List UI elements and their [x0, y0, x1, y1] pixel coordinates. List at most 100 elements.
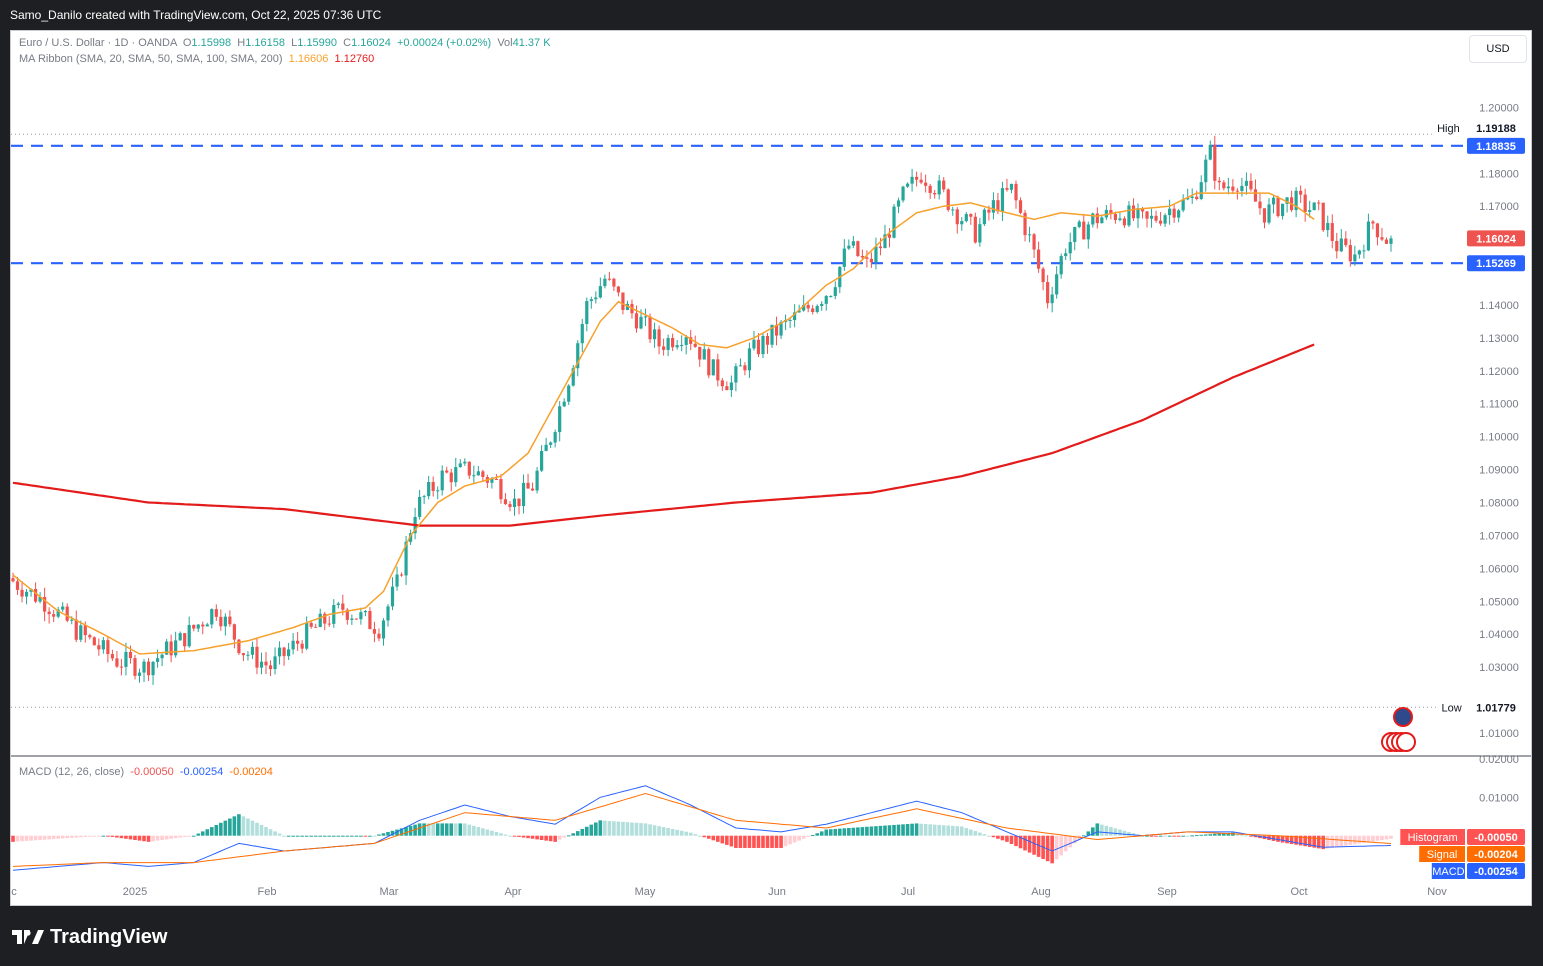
macd-histogram-bar: [539, 835, 544, 840]
candle-body: [549, 442, 553, 445]
candle-body: [503, 499, 508, 505]
macd-histogram-bar: [110, 835, 115, 837]
candle-body: [1335, 240, 1339, 252]
macd-histogram-bar: [747, 835, 752, 848]
candle-body: [223, 616, 227, 627]
macd-badge-label: MACD: [1432, 866, 1464, 878]
macd-histogram-bar: [368, 835, 372, 837]
macd-histogram-bar: [1375, 835, 1380, 841]
candle-body: [110, 654, 114, 659]
macd-histogram-bar: [792, 835, 797, 843]
currency-button[interactable]: USD: [1469, 35, 1527, 63]
macd-histogram-bar: [1334, 835, 1339, 848]
macd-histogram-bar: [1005, 835, 1009, 842]
candle-body: [151, 661, 155, 676]
candle-body: [1330, 223, 1334, 241]
candle-body: [960, 221, 964, 225]
macd-value-1: -0.00050: [130, 766, 174, 778]
macd-histogram-bar: [946, 825, 951, 836]
candle-body: [1082, 221, 1086, 240]
macd-histogram-bar: [670, 828, 675, 836]
macd-histogram-bar: [729, 835, 734, 847]
macd-histogram-bar: [548, 835, 553, 842]
candle-body: [422, 496, 426, 498]
x-axis-label: Apr: [504, 886, 521, 898]
signal-badge-value: -0.00204: [1474, 849, 1518, 861]
macd-histogram-bar: [1303, 835, 1307, 847]
macd-histogram-bar: [910, 823, 914, 836]
candle-body: [1235, 190, 1239, 192]
candle-body: [526, 482, 530, 489]
candle-body: [616, 286, 621, 293]
candle-body: [982, 209, 986, 225]
candle-body: [1059, 256, 1063, 275]
macd-histogram-bar: [381, 833, 386, 836]
candle-body: [404, 541, 408, 576]
macd-histogram-bar: [490, 830, 494, 836]
high-value: 1.16158: [245, 37, 286, 49]
candle-body: [436, 490, 440, 492]
macd-histogram-bar: [24, 835, 29, 841]
macd-label: MACD (12, 26, close): [19, 766, 125, 778]
macd-histogram-bar: [566, 835, 571, 837]
candle-body: [124, 651, 128, 667]
candle-body: [205, 624, 209, 627]
macd-histogram-bar: [1294, 835, 1298, 845]
macd-histogram-bar: [1145, 835, 1149, 837]
y-tick-label: 1.03000: [1479, 662, 1519, 674]
candle-body: [802, 304, 806, 311]
macd-histogram-bar: [883, 825, 887, 836]
macd-histogram-bar: [1163, 835, 1167, 837]
candle-body: [499, 479, 503, 500]
macd-histogram-bar: [937, 824, 941, 836]
macd-histogram-bar: [661, 827, 666, 836]
macd-histogram-bar: [1325, 835, 1330, 849]
candle-body: [607, 278, 611, 280]
y-tick-label: 1.07000: [1479, 530, 1519, 542]
y-tick-label: 1.08000: [1479, 498, 1519, 510]
candle-body: [734, 366, 738, 383]
macd-histogram-bar: [336, 835, 341, 837]
macd-histogram-bar: [47, 835, 51, 840]
candle-body: [381, 620, 386, 639]
candle-body: [1267, 204, 1271, 223]
candle-body: [562, 401, 566, 407]
macd-histogram-bar: [847, 828, 851, 836]
macd-histogram-bar: [1167, 835, 1172, 837]
macd-histogram-bar: [395, 829, 399, 836]
macd-histogram-bar: [892, 824, 896, 836]
macd-histogram-bar: [1203, 834, 1208, 836]
macd-histogram-bar: [612, 821, 616, 836]
macd-histogram-bar: [706, 835, 711, 839]
candle-body: [88, 635, 92, 638]
candle-body: [544, 444, 548, 452]
chart-frame[interactable]: 1.20000 1.18000 1.17000 1.14000 1.13000 1.120…: [10, 30, 1532, 906]
candle-body: [530, 488, 535, 491]
macd-histogram-bar: [42, 835, 47, 840]
macd-histogram-bar: [78, 835, 83, 838]
y-tick-label: 1.04000: [1479, 629, 1519, 641]
candle-body: [1380, 237, 1384, 240]
chart-canvas[interactable]: 1.20000 1.18000 1.17000 1.14000 1.13000 1.120…: [11, 31, 1531, 905]
macd-histogram-bar: [643, 823, 648, 836]
candle-body: [553, 432, 557, 443]
candle-body: [1276, 197, 1280, 217]
macd-histogram-bar: [399, 828, 404, 836]
macd-histogram-bar: [237, 814, 241, 836]
candle-body: [196, 624, 200, 629]
macd-histogram-bar: [887, 825, 892, 836]
macd-histogram-bar: [463, 823, 467, 836]
candle-body: [793, 312, 797, 321]
x-axis-label: Aug: [1031, 886, 1051, 898]
y-tick-label: 1.10000: [1479, 432, 1519, 444]
macd-histogram-bar: [1176, 835, 1181, 837]
candle-body: [942, 180, 946, 190]
macd-histogram-bar: [1009, 835, 1014, 844]
candle-body: [70, 619, 74, 621]
candle-body: [1113, 213, 1117, 221]
candle-body: [1127, 205, 1131, 226]
x-axis-label: Mar: [380, 886, 399, 898]
macd-histogram-bar: [1285, 835, 1289, 844]
histogram-badge-label-bg: [1400, 829, 1465, 845]
candle-body: [1357, 250, 1361, 255]
